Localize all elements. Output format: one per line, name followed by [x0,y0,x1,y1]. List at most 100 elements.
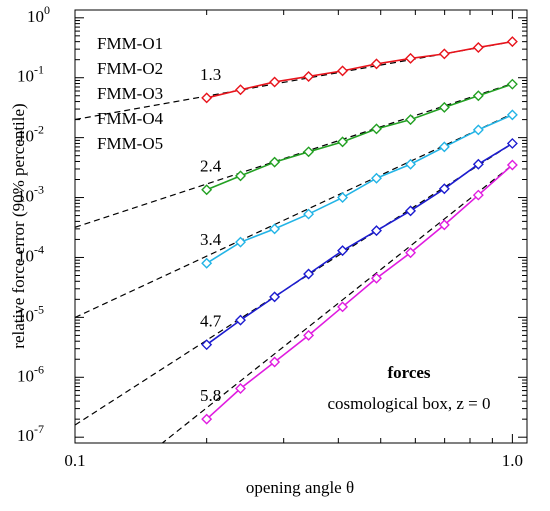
data-point [472,90,484,102]
data-point [235,314,246,326]
legend-entry: FMM-O2 [97,59,163,78]
y-tick-exponent: -2 [34,122,44,136]
data-point [506,78,518,90]
data-point [337,192,349,204]
data-point [405,114,417,126]
data-point [506,36,518,48]
data-point [371,172,382,184]
slope-label: 3.4 [200,230,222,249]
y-tick-exponent: -6 [34,362,44,376]
y-tick-base: 10 [17,426,34,445]
y-tick-base: 10 [17,127,34,146]
data-point [303,268,315,280]
data-point [303,70,315,82]
data-point [303,208,315,220]
annotation: cosmological box, z = 0 [327,394,490,413]
legend-entry: FMM-O4 [97,109,164,128]
y-tick-base: 10 [17,306,34,325]
y-axis-label: relative force error (90% percentile) [9,103,28,348]
data-point [438,101,450,113]
data-point [371,225,382,237]
slope-label: 4.7 [200,312,222,331]
y-tick-label: 100 [27,3,50,26]
data-point [235,383,246,394]
y-tick-label: 10-7 [17,422,44,445]
data-point [337,301,349,313]
data-point [269,291,281,303]
data-point [371,123,382,135]
data-point [438,183,450,195]
y-tick-exponent: -5 [34,302,44,316]
series-line [206,164,513,420]
data-point [235,170,246,182]
data-point [371,272,382,284]
y-tick-label: 10-2 [17,122,44,145]
data-point [201,339,213,351]
y-tick-exponent: -1 [34,62,44,76]
y-tick-exponent: 0 [44,3,50,17]
annotation: forces [387,363,430,382]
data-point [405,52,417,64]
y-tick-label: 10-6 [17,362,44,385]
fit-line [161,164,513,443]
slope-label: 1.3 [200,65,221,84]
y-tick-exponent: -4 [34,242,44,256]
series-line [206,40,513,99]
y-tick-base: 10 [17,186,34,205]
data-point [337,245,349,257]
data-point [269,76,281,88]
plot-area [75,36,518,443]
data-point [472,41,484,53]
data-point [235,84,246,96]
slope-label: 2.4 [200,157,222,176]
data-point [269,223,281,235]
data-point [337,136,349,148]
y-tick-label: 10-5 [17,302,44,325]
y-tick-base: 10 [17,366,34,385]
data-point [235,236,246,248]
data-point [438,219,450,231]
data-point [472,158,484,170]
data-point [472,124,484,136]
series-line [206,142,513,346]
data-point [438,48,450,60]
x-tick-label: 0.1 [64,451,85,470]
y-tick-base: 10 [17,246,34,265]
data-point [405,158,417,170]
series-line [206,114,513,264]
data-point [201,413,213,425]
data-point [405,205,417,217]
data-point [506,159,518,171]
x-axis-label: opening angle θ [246,478,354,497]
data-point [303,146,315,158]
data-point [303,329,315,341]
series-line [206,83,513,191]
legend-entry: FMM-O3 [97,84,163,103]
y-tick-base: 10 [17,67,34,86]
data-point [405,247,417,259]
data-point [506,137,518,149]
y-tick-exponent: -7 [34,422,44,436]
plot-frame [74,9,528,444]
data-point [506,109,518,121]
data-point [371,58,382,70]
fit-line [75,113,513,319]
data-point [438,141,450,153]
data-point [472,189,484,201]
legend-entry: FMM-O5 [97,134,163,153]
data-point [201,92,213,104]
y-tick-label: 10-3 [17,182,44,205]
data-point [269,156,281,168]
data-point [201,184,213,196]
y-tick-exponent: -3 [34,182,44,196]
y-tick-label: 10-1 [17,62,44,85]
data-point [337,65,349,77]
x-tick-label: 1.0 [502,451,523,470]
slope-label: 5.8 [200,386,221,405]
data-point [269,356,281,368]
y-tick-label: 10-4 [17,242,44,265]
data-point [201,257,213,269]
y-tick-base: 10 [27,7,44,26]
legend-entry: FMM-O1 [97,34,163,53]
